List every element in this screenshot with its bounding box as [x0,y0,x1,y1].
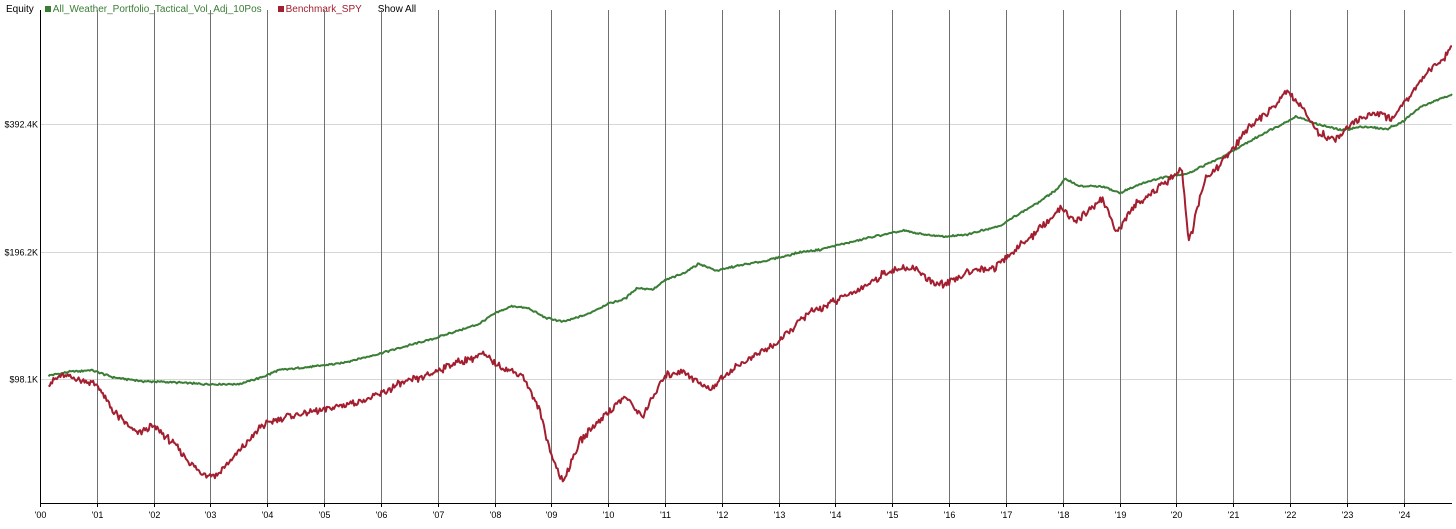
x-tick-label: '23 [1342,510,1354,520]
axes [40,10,1452,507]
x-tick-label: '13 [774,510,786,520]
tick-labels: $98.1K $196.2K $392.4K '00 '01 '02 '03 '04 '05 '0… [4,120,1410,521]
x-tick-label: '12 [717,510,729,520]
x-tick-label: '22 [1285,510,1297,520]
x-tick-label: '07 [433,510,445,520]
legend-title: Equity [6,3,34,15]
x-tick-label: '06 [376,510,388,520]
x-tick-label: '24 [1399,510,1411,520]
x-tick-label: '18 [1058,510,1070,520]
legend-item-label: All_Weather_Portfolio_Tactical_Vol_Adj_1… [52,3,262,15]
x-tick-label: '15 [887,510,899,520]
square-swatch-icon [44,6,51,12]
legend-item-benchmark-spy[interactable]: Benchmark_SPY [277,3,362,15]
x-tick-label: '05 [319,510,331,520]
x-tick-label: '16 [944,510,956,520]
gridlines [40,10,1452,503]
x-tick-label: '10 [603,510,615,520]
x-tick-label: '09 [546,510,558,520]
x-tick-label: '03 [205,510,217,520]
x-tick-label: '04 [262,510,274,520]
show-all-button[interactable]: Show All [377,3,417,15]
legend-item-all-weather[interactable]: All_Weather_Portfolio_Tactical_Vol_Adj_1… [44,3,262,15]
y-tick-label: $98.1K [9,375,38,385]
legend-item-label: Benchmark_SPY [285,3,362,15]
x-tick-label: '08 [490,510,502,520]
series-line-all-weather [47,93,1453,386]
x-tick-label: '21 [1228,510,1240,520]
x-tick-label: '01 [92,510,104,520]
series-line-benchmark-spy [48,45,1453,483]
x-tick-label: '00 [35,510,47,520]
y-tick-label: $196.2K [4,248,38,258]
x-tick-label: '19 [1115,510,1127,520]
x-tick-label: '14 [830,510,842,520]
legend: Equity All_Weather_Portfolio_Tactical_Vo… [6,2,416,16]
x-tick-label: '02 [149,510,161,520]
x-tick-label: '17 [1001,510,1013,520]
series-lines [47,45,1453,483]
x-tick-label: '20 [1171,510,1183,520]
x-tick-label: '11 [660,510,671,520]
y-tick-label: $392.4K [4,120,38,130]
square-swatch-icon [277,6,284,12]
